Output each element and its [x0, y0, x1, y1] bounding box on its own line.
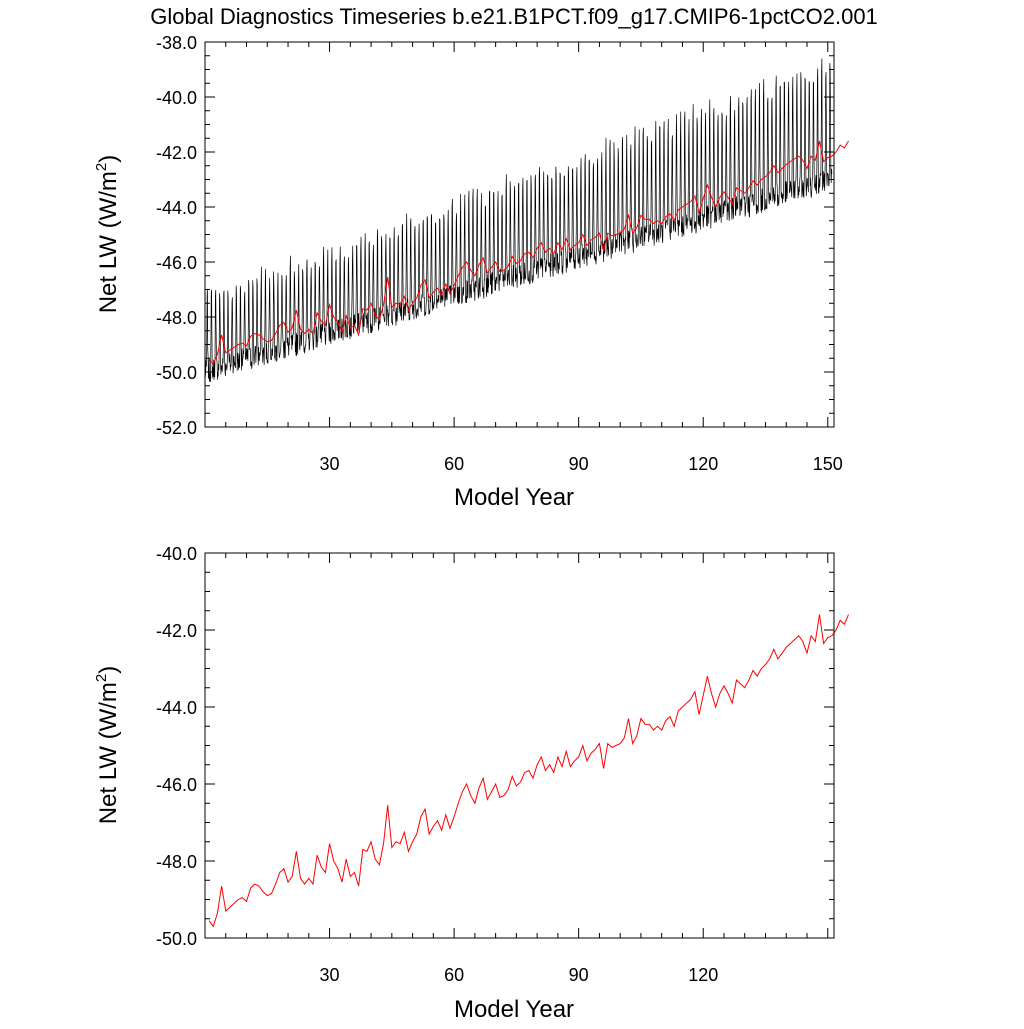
top-panel-ylabel-close: ): [95, 155, 122, 163]
bottom-xtick-label: 60: [444, 965, 464, 985]
top-ytick-label: -38.0: [156, 33, 197, 53]
bottom-panel-frame: [204, 552, 835, 939]
top-panel-ylabel-sup: 2: [93, 163, 110, 171]
top-ytick-label: -50.0: [156, 363, 197, 383]
top-ytick-label: -44.0: [156, 198, 197, 218]
bottom-xtick-label: 120: [688, 965, 718, 985]
top-panel: -52.0 -50.0 -48.0 -46.0 -44.0 -42.0 -40.0 -38.0…: [93, 33, 849, 511]
bottom-ytick-label: -42.0: [156, 621, 197, 641]
top-panel-ylabel-main: Net LW (W/m: [95, 171, 122, 313]
top-ytick-label: -40.0: [156, 88, 197, 108]
top-ytick-label: -42.0: [156, 143, 197, 163]
figure-title: Global Diagnostics Timeseries b.e21.B1PC…: [150, 4, 878, 29]
bottom-xtick-label: 30: [320, 965, 340, 985]
top-xtick-label: 30: [320, 454, 340, 474]
bottom-panel-ylabel-sup: 2: [93, 674, 110, 682]
bottom-series-annual-mean: [208, 614, 849, 928]
bottom-panel-xlabel: Model Year: [454, 996, 574, 1023]
bottom-panel-ylabel: Net LW (W/m2): [93, 666, 122, 825]
top-ytick-label: -46.0: [156, 253, 197, 273]
top-xtick-label: 90: [569, 454, 589, 474]
bottom-panel-ylabel-main: Net LW (W/m: [95, 682, 122, 824]
top-panel-marks: [204, 58, 849, 383]
top-series-monthly: [204, 58, 833, 383]
top-xtick-label: 150: [813, 454, 843, 474]
top-panel-axes: -52.0 -50.0 -48.0 -46.0 -44.0 -42.0 -40.0 -38.0…: [156, 33, 843, 474]
bottom-panel: -50.0-48.0-46.0-44.0-42.0-40.030 60 90 120 …: [93, 544, 849, 1023]
bottom-panel-ylabel-close: ): [95, 666, 122, 674]
top-xtick-label: 60: [444, 454, 464, 474]
bottom-xtick-label: 90: [569, 965, 589, 985]
top-series-annual-mean: [208, 140, 849, 365]
bottom-ytick-label: -40.0: [156, 544, 197, 564]
top-panel-frame: [204, 41, 835, 428]
top-xtick-label: 120: [688, 454, 718, 474]
top-ytick-label: -48.0: [156, 308, 197, 328]
top-ytick-label: -52.0: [156, 418, 197, 438]
bottom-ytick-label: -50.0: [156, 929, 197, 949]
bottom-ytick-label: -48.0: [156, 852, 197, 872]
top-panel-ylabel: Net LW (W/m2): [93, 155, 122, 314]
top-panel-xlabel: Model Year: [454, 484, 574, 511]
bottom-panel-axes: -50.0 -48.0 -46.0 -44.0 -42.0 -40.0 30 60 90 120: [156, 544, 834, 985]
bottom-panel-marks: [208, 614, 849, 928]
bottom-ytick-label: -44.0: [156, 698, 197, 718]
bottom-ytick-label: -46.0: [156, 775, 197, 795]
